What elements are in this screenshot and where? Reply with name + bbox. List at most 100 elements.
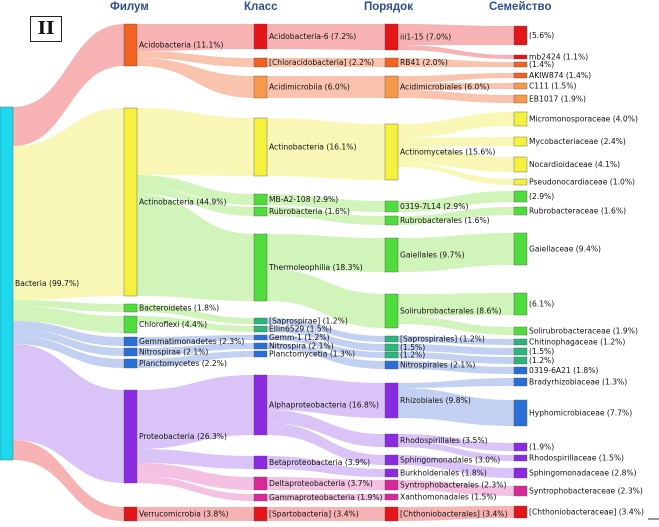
node-f_mb2424[interactable] [513, 54, 528, 60]
node-f_0319[interactable] [513, 366, 528, 375]
node-c_nitro[interactable] [253, 342, 268, 350]
label-f_c111: C111 (1.5%) [529, 82, 576, 91]
node-p_bactero[interactable] [123, 303, 138, 313]
node-c_sparto[interactable] [253, 506, 268, 522]
node-o_u12[interactable] [384, 351, 399, 359]
node-o_u15[interactable] [384, 343, 399, 352]
node-f_61[interactable] [513, 292, 528, 316]
header-class: Класс [244, 1, 278, 13]
node-p_proteo[interactable] [123, 389, 138, 484]
node-c_ellin[interactable] [253, 325, 268, 333]
node-p_nitro[interactable] [123, 347, 138, 357]
node-o_acidim[interactable] [384, 75, 399, 99]
node-p_verru[interactable] [123, 506, 138, 522]
node-o_iii115[interactable] [384, 23, 399, 51]
node-f_solir[interactable] [513, 326, 528, 336]
label-f_myco: Mycobacteriaceae (2.4%) [529, 137, 626, 146]
link-o_actino-f_nocard [398, 147, 514, 172]
node-f_gaiel[interactable] [513, 232, 528, 266]
node-p_chloro[interactable] [123, 315, 138, 334]
link-c_delta-o_syntro [267, 477, 385, 490]
label-f_solir: Solirubrobacteraceae (1.9%) [529, 327, 638, 336]
link-o_rhizo-f_hypho [398, 388, 514, 426]
node-f_c111[interactable] [513, 82, 528, 90]
link-p_verru-c_sparto [137, 507, 254, 521]
node-c_rubro[interactable] [253, 206, 268, 217]
node-o_gaiel[interactable] [384, 237, 399, 273]
node-c_beta[interactable] [253, 455, 268, 470]
label-c_acidim: Acidimicrobiia (6.0%) [269, 83, 350, 92]
node-c_thermo[interactable] [253, 233, 268, 302]
node-f_rubro[interactable] [513, 206, 528, 216]
node-c_mba2[interactable] [253, 193, 268, 206]
label-o_actino: Actinomycetales (15.6%) [400, 148, 495, 157]
node-o_nitro[interactable] [384, 360, 399, 370]
node-f_12[interactable] [513, 356, 528, 365]
link-c_alpha-o_rhizo [267, 375, 385, 418]
node-c_gemm1[interactable] [253, 334, 268, 341]
node-f_56[interactable] [513, 25, 528, 46]
node-p_gemma[interactable] [123, 336, 138, 347]
node-f_akiw[interactable] [513, 72, 528, 79]
node-p_actino[interactable] [123, 107, 138, 297]
node-c_chlorac[interactable] [253, 57, 268, 68]
node-f_myco[interactable] [513, 136, 528, 147]
node-f_nocard[interactable] [513, 156, 528, 173]
node-o_actino[interactable] [384, 123, 399, 181]
label-o_u12: (1.2%) [400, 351, 425, 360]
label-p_verru: Verrucomicrobia (3.8%) [139, 510, 229, 519]
node-f_brady[interactable] [513, 377, 528, 387]
node-f_chitino[interactable] [513, 338, 528, 346]
node-f_14[interactable] [513, 61, 528, 68]
link-c_gemm1-o_u12 [267, 335, 385, 358]
label-c_beta: Betaproteobacteria (3.9%) [269, 458, 370, 467]
node-o_sapro[interactable] [384, 335, 399, 343]
node-c_gamma[interactable] [253, 493, 268, 502]
node-o_rhodo[interactable] [384, 433, 399, 448]
node-f_micromono[interactable] [513, 111, 528, 127]
node-c_delta[interactable] [253, 476, 268, 491]
node-o_rb41[interactable] [384, 57, 399, 68]
node-o_syntro[interactable] [384, 479, 399, 491]
node-o_solir[interactable] [384, 293, 399, 329]
link-p_proteo-c_gamma [137, 476, 254, 501]
node-o_xantho[interactable] [384, 493, 399, 501]
node-o_0319[interactable] [384, 200, 399, 213]
node-o_rhizo[interactable] [384, 382, 399, 419]
link-o_rhodo-f_19 [398, 434, 514, 451]
node-c_alpha[interactable] [253, 374, 268, 436]
node-f_19[interactable] [513, 442, 528, 452]
label-f_sphingo: Sphingomonadaceae (2.8%) [529, 469, 637, 478]
node-o_chthon[interactable] [384, 506, 399, 522]
link-bacteria-p_actino [13, 108, 124, 300]
link-p_proteo-c_delta [137, 463, 254, 490]
node-f_29[interactable] [513, 190, 528, 203]
node-f_pseudo[interactable] [513, 178, 528, 186]
node-f_hypho[interactable] [513, 399, 528, 427]
node-c_plancto[interactable] [253, 350, 268, 358]
link-p_bactero-c_sapro [137, 304, 254, 324]
node-bacteria[interactable] [0, 106, 14, 461]
node-p_plancto[interactable] [123, 358, 138, 369]
label-bacteria: Bacteria (99.7%) [15, 279, 79, 288]
node-o_sphingo[interactable] [384, 454, 399, 466]
label-p_actino: Actinobacteria (44.9%) [139, 198, 226, 207]
node-f_syntro[interactable] [513, 485, 528, 497]
node-f_chthon[interactable] [513, 505, 528, 519]
node-f_rhodospir[interactable] [513, 454, 528, 462]
node-f_15[interactable] [513, 347, 528, 356]
node-f_sphingo[interactable] [513, 467, 528, 479]
node-c_acidim[interactable] [253, 75, 268, 99]
sankey-links [13, 24, 514, 521]
node-o_rubro[interactable] [384, 215, 399, 226]
label-c_delta: Deltaproteobacteria (3.7%) [269, 479, 373, 488]
node-o_burk[interactable] [384, 468, 399, 478]
label-o_acidim: Acidimicrobiales (6.0%) [400, 83, 490, 92]
node-c_acido6[interactable] [253, 23, 268, 50]
label-f_rubro: Rubrobacteraceae (1.6%) [529, 207, 626, 216]
link-bacteria-p_proteo [13, 344, 124, 483]
node-f_eb[interactable] [513, 94, 528, 104]
node-c_actino[interactable] [253, 117, 268, 177]
node-p_acido[interactable] [123, 23, 138, 67]
node-c_sapro[interactable] [253, 317, 268, 325]
